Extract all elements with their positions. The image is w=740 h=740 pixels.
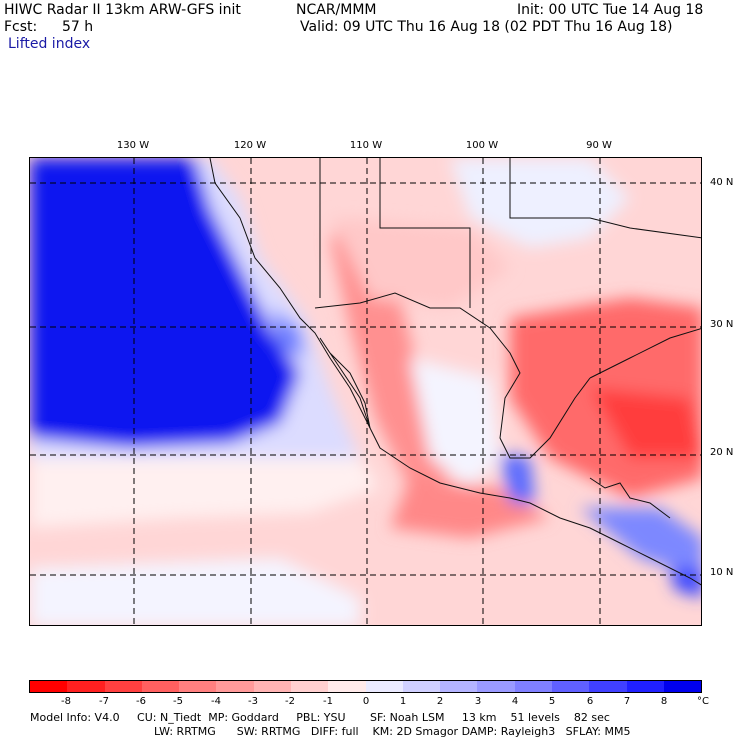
org-label: NCAR/MMM <box>296 2 377 18</box>
colorbar-swatch <box>141 681 180 692</box>
colorbar-tick: 4 <box>511 696 519 707</box>
model-info-line2: LW: RRTMG SW: RRTMG DIFF: full KM: 2D Sm… <box>154 725 631 738</box>
colorbar-tick: -4 <box>211 696 221 707</box>
colorbar-swatch <box>328 681 366 692</box>
lat-lon-grid <box>30 158 701 625</box>
colorbar-swatch <box>440 681 478 692</box>
colorbar-tick: 6 <box>586 696 594 707</box>
colorbar-swatch <box>589 681 627 692</box>
colorbar-swatch <box>290 681 329 692</box>
map-canvas <box>30 158 701 625</box>
colorbar-tick: -8 <box>61 696 71 707</box>
colorbar-swatch <box>663 681 702 692</box>
colorbar-tick: -5 <box>173 696 183 707</box>
colorbar-tick: -3 <box>248 696 258 707</box>
colorbar-swatch <box>179 681 217 692</box>
colorbar-swatch <box>477 681 515 692</box>
colorbar-swatch <box>104 681 142 692</box>
lifted-index-map <box>29 157 702 626</box>
forecast-label: Fcst: <box>4 19 38 35</box>
colorbar-swatch <box>626 681 664 692</box>
model-info-line1: Model Info: V4.0 CU: N_Tiedt MP: Goddard… <box>30 711 610 724</box>
colorbar-swatch <box>402 681 441 692</box>
colorbar-tick: -1 <box>323 696 333 707</box>
lat-label-30n: 30 N <box>710 319 734 330</box>
field-name: Lifted index <box>8 36 91 52</box>
model-title: HIWC Radar II 13km ARW-GFS init <box>4 2 241 18</box>
colorbar-swatch <box>30 681 68 692</box>
lat-label-20n: 20 N <box>710 447 734 458</box>
colorbar-tick: 0 <box>362 696 370 707</box>
init-time: Init: 00 UTC Tue 14 Aug 18 <box>517 2 704 18</box>
colorbar-tick: -2 <box>285 696 295 707</box>
colorbar-swatch <box>514 681 552 692</box>
lat-label-10n: 10 N <box>710 567 734 578</box>
coastlines-borders <box>209 158 701 586</box>
colorbar-tick: 1 <box>399 696 407 707</box>
lon-label-110w: 110 W <box>349 140 383 151</box>
lon-label-130w: 130 W <box>116 140 150 151</box>
colorbar-tick: -7 <box>99 696 109 707</box>
forecast-hour: 57 h <box>62 19 94 35</box>
colorbar-swatch <box>67 681 105 692</box>
colorbar-tick: 5 <box>548 696 556 707</box>
colorbar-tick: 7 <box>623 696 631 707</box>
valid-time: Valid: 09 UTC Thu 16 Aug 18 (02 PDT Thu … <box>300 19 673 35</box>
colorbar-tick: -6 <box>136 696 146 707</box>
colorbar <box>29 680 702 693</box>
colorbar-unit: °C <box>697 696 709 707</box>
colorbar-swatch <box>551 681 590 692</box>
colorbar-swatch <box>253 681 291 692</box>
colorbar-tick: 3 <box>474 696 482 707</box>
lon-label-120w: 120 W <box>233 140 267 151</box>
colorbar-tick: 2 <box>436 696 444 707</box>
colorbar-swatch <box>365 681 403 692</box>
lon-label-100w: 100 W <box>465 140 499 151</box>
colorbar-tick: 8 <box>660 696 668 707</box>
colorbar-swatch <box>216 681 254 692</box>
lat-label-40n: 40 N <box>710 177 734 188</box>
lon-label-90w: 90 W <box>586 140 612 151</box>
